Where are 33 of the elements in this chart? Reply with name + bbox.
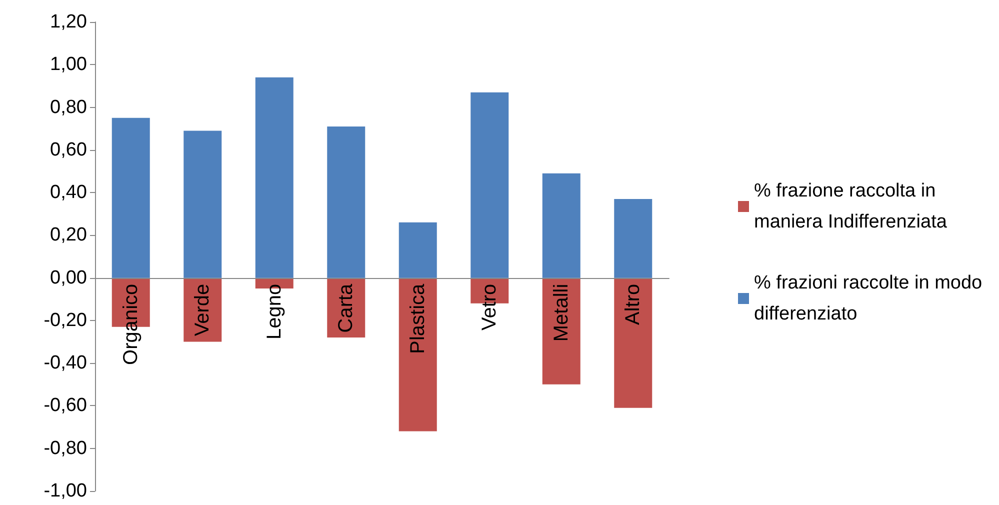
y-tick-label: 0,00 [50, 267, 87, 288]
y-tick-label: 1,20 [50, 12, 87, 32]
bar [542, 278, 580, 384]
y-tick-label: 0,80 [50, 96, 87, 118]
bar [614, 198, 652, 278]
x-tick-label: Plastica [406, 282, 429, 354]
y-tick-label: -1,00 [44, 480, 87, 502]
x-tick-label: Carta [335, 282, 358, 333]
x-tick-label: Verde [192, 284, 214, 336]
legend-label: % frazioni raccolte in modo differenziato [754, 272, 988, 324]
y-tick-label: 0,40 [50, 182, 87, 204]
y-tick-label: 0,20 [50, 224, 87, 246]
bar [255, 77, 294, 278]
y-tick-label: 1,00 [50, 54, 87, 76]
bar [184, 130, 222, 278]
x-tick-label: Metalli [550, 284, 572, 342]
bar [327, 126, 366, 278]
y-tick-label: -0,60 [44, 395, 87, 416]
y-tick-label: -0,40 [44, 352, 87, 374]
bar [112, 118, 150, 278]
bar [470, 92, 509, 278]
y-tick-label: -0,20 [44, 310, 87, 331]
x-tick-label: Organico [120, 284, 142, 365]
x-tick-label: Vetro [478, 284, 501, 331]
bar [542, 173, 580, 278]
bar [398, 278, 437, 432]
y-tick-label: 0,60 [50, 139, 87, 160]
bar [398, 222, 437, 278]
bar [614, 278, 652, 408]
x-tick-label: Altro [622, 284, 644, 325]
x-tick-label: Legno [263, 284, 286, 340]
y-tick-label: -0,80 [44, 438, 87, 459]
legend-label: % frazione raccolta in maniera Indifferenziata [754, 180, 948, 232]
